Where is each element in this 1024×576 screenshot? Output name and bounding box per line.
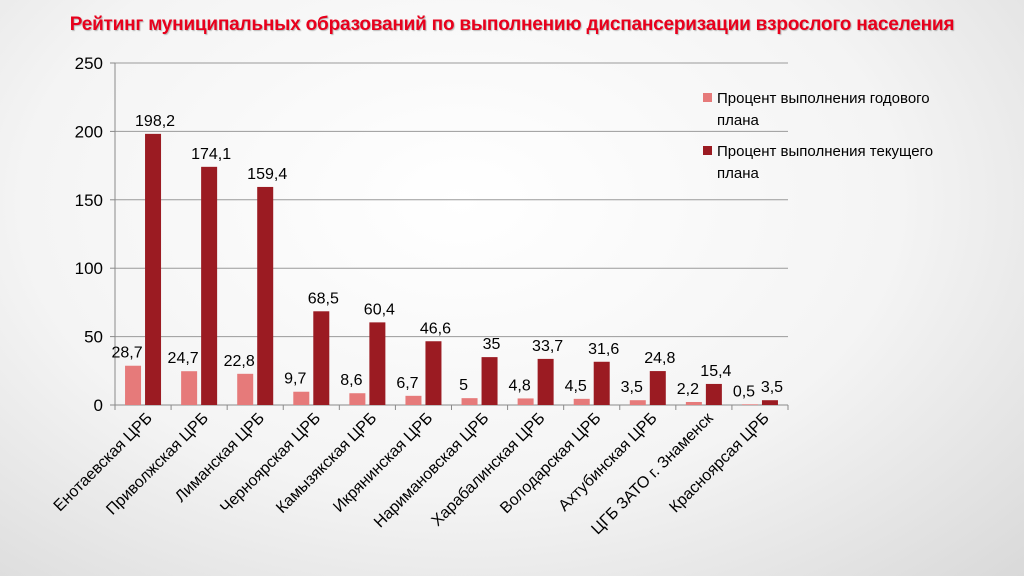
y-tick-label: 50 bbox=[84, 328, 103, 347]
bar-annual bbox=[293, 391, 310, 405]
category-label: Енотаевская ЦРБ bbox=[51, 410, 156, 515]
data-label: 0,5 bbox=[733, 383, 755, 400]
bar-current bbox=[481, 357, 498, 405]
bar-current bbox=[761, 400, 778, 405]
bar-annual bbox=[461, 398, 478, 405]
category-label: Харабалинская ЦРБ bbox=[429, 410, 549, 530]
y-tick-label: 200 bbox=[75, 122, 103, 141]
data-label: 4,8 bbox=[509, 377, 531, 394]
data-label: 6,7 bbox=[396, 375, 418, 392]
data-label: 8,6 bbox=[340, 372, 362, 389]
data-label: 28,7 bbox=[111, 345, 142, 362]
data-label: 24,8 bbox=[644, 350, 675, 367]
bar-current bbox=[705, 383, 722, 405]
category-label: Икрянинская ЦРБ bbox=[330, 410, 436, 516]
category-label: Черноярская ЦРБ bbox=[217, 410, 324, 517]
bar-annual bbox=[125, 365, 142, 405]
y-tick-label: 250 bbox=[75, 54, 103, 73]
axes: 0 50 100 150 200 250 bbox=[75, 54, 789, 415]
legend-label: Процент выполнения текущего bbox=[717, 143, 933, 160]
data-label: 15,4 bbox=[700, 363, 731, 380]
page-title: Рейтинг муниципальных образований по вып… bbox=[69, 14, 955, 35]
data-label: 31,6 bbox=[588, 341, 619, 358]
data-label: 24,7 bbox=[168, 350, 199, 367]
data-label: 3,5 bbox=[761, 379, 783, 396]
data-labels: 28,7 198,2 24,7 174,1 22,8 159,4 9,7 68,5 8,6 60,… bbox=[111, 113, 783, 400]
legend-label: Процент выполнения годового bbox=[717, 90, 930, 107]
bar-annual bbox=[685, 401, 702, 405]
bar-annual bbox=[573, 398, 590, 405]
data-label: 9,7 bbox=[284, 371, 306, 388]
bar-annual bbox=[181, 371, 198, 405]
data-label: 33,7 bbox=[532, 338, 563, 355]
y-tick-label: 150 bbox=[75, 191, 103, 210]
category-label: Камызякская ЦРБ bbox=[273, 410, 380, 517]
data-label: 46,6 bbox=[420, 320, 451, 337]
data-label: 35 bbox=[483, 336, 501, 353]
bar-current bbox=[537, 358, 554, 405]
legend-swatch-current bbox=[703, 146, 712, 155]
bar-current bbox=[201, 166, 218, 405]
data-label: 60,4 bbox=[364, 301, 395, 318]
bar-current bbox=[425, 341, 442, 405]
category-label: Ахтубинская ЦРБ bbox=[556, 410, 661, 515]
bar-current bbox=[145, 133, 162, 405]
y-tick-label: 100 bbox=[75, 259, 103, 278]
data-label: 3,5 bbox=[621, 379, 643, 396]
data-label: 159,4 bbox=[247, 166, 287, 183]
bar-current bbox=[313, 311, 330, 405]
category-label: Красноярсая ЦРБ bbox=[666, 410, 772, 516]
legend-label: плана bbox=[717, 165, 760, 182]
category-label: Приволжская ЦРБ bbox=[103, 410, 212, 519]
data-label: 22,8 bbox=[224, 353, 255, 370]
data-label: 68,5 bbox=[308, 290, 339, 307]
bar-current bbox=[257, 186, 274, 405]
legend: Процент выполнения годового плана Процент … bbox=[703, 90, 933, 182]
bar-current bbox=[369, 322, 386, 405]
legend-label: плана bbox=[717, 112, 760, 129]
data-label: 5 bbox=[459, 377, 468, 394]
bar-annual bbox=[629, 400, 646, 405]
bars bbox=[125, 133, 778, 405]
bar-annual bbox=[237, 373, 254, 405]
bar-annual bbox=[741, 404, 758, 405]
bar-annual bbox=[349, 393, 366, 405]
data-label: 174,1 bbox=[191, 146, 231, 163]
legend-swatch-annual bbox=[703, 93, 712, 102]
y-tick-label: 0 bbox=[94, 396, 103, 415]
category-label: Наримановская ЦРБ bbox=[371, 410, 492, 531]
grid-lines bbox=[115, 62, 788, 338]
bar-annual bbox=[517, 398, 534, 405]
data-label: 2,2 bbox=[677, 381, 699, 398]
data-label: 198,2 bbox=[135, 113, 175, 130]
bar-current bbox=[649, 371, 666, 405]
bar-current bbox=[593, 361, 610, 405]
category-label: Володарская ЦРБ bbox=[497, 410, 604, 517]
bar-annual bbox=[405, 395, 422, 405]
data-label: 4,5 bbox=[565, 378, 587, 395]
